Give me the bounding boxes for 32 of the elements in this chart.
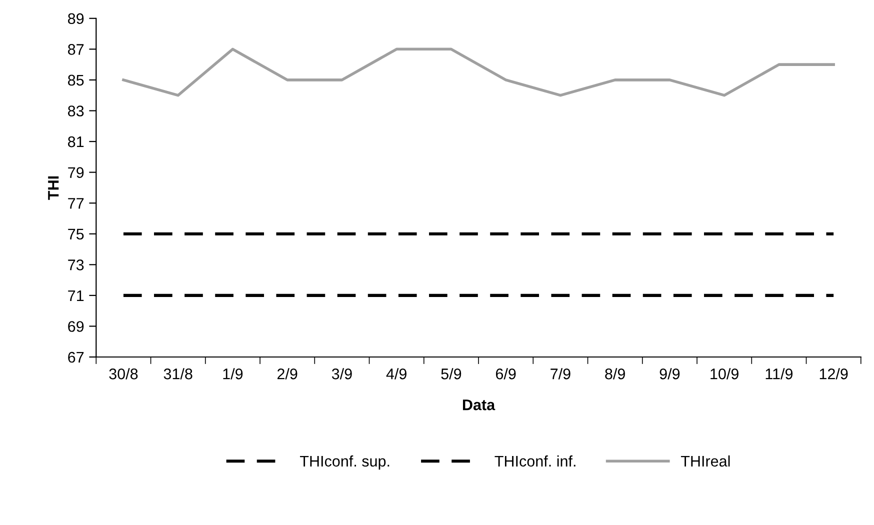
y-tick-label: 73	[68, 260, 84, 270]
legend-label: THIconf. inf.	[494, 455, 576, 467]
x-tick-label: 6/9	[496, 368, 516, 380]
x-tick-label: 7/9	[550, 368, 570, 380]
x-tick-label: 4/9	[386, 368, 406, 380]
y-tick-label: 83	[68, 106, 84, 116]
legend-label: THIreal	[680, 455, 730, 467]
y-tick-label: 77	[68, 198, 84, 209]
x-tick-label: 9/9	[660, 368, 680, 380]
y-tick-label: 81	[68, 136, 84, 148]
x-tick-label: 11/9	[766, 368, 793, 380]
y-tick-label: 89	[68, 13, 84, 24]
y-tick-label: 75	[68, 228, 84, 240]
y-tick-label: 79	[68, 167, 84, 178]
x-tick-label: 1/9	[223, 368, 243, 380]
y-tick-label: 71	[68, 290, 84, 301]
y-tick-label: 87	[68, 44, 84, 55]
x-tick-label: 12/9	[820, 368, 848, 380]
x-tick-label: 5/9	[441, 368, 462, 380]
line-series	[122, 48, 835, 97]
legend-label: THIconf. sup.	[300, 455, 390, 470]
x-axis-title: Data	[462, 400, 496, 410]
x-tick-label: 2/9	[277, 368, 298, 380]
y-tick-label: 67	[68, 352, 84, 363]
y-tick-label: 69	[68, 321, 84, 332]
y-axis-title: THI	[48, 176, 59, 200]
x-tick-label: 31/8	[164, 368, 192, 380]
x-tick-label: 3/9	[332, 368, 352, 380]
x-tick-label: 8/9	[605, 368, 625, 380]
y-tick-label: 85	[68, 74, 84, 86]
x-tick-label: 30/8	[109, 368, 138, 380]
x-tick-label: 10/9	[710, 368, 738, 380]
